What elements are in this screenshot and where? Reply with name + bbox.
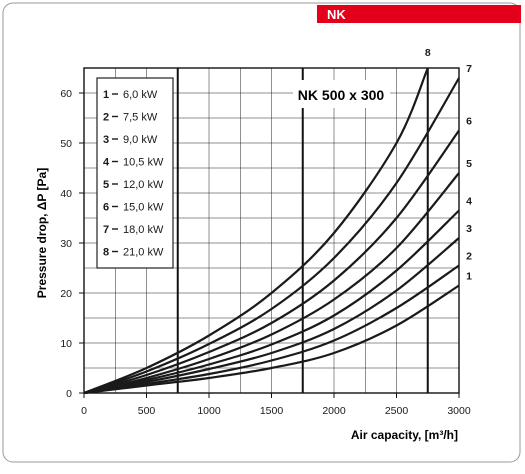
series-end-labels: 1 2 3 4 5 6 7 8: [425, 47, 472, 283]
legend-box: [96, 77, 174, 269]
axes: 0 500 1000 1500 2000 2500 3000 0 10 20 30 40 50 60: [60, 67, 471, 417]
chart-title: NK 500 x 300: [298, 87, 385, 103]
header-tag-label: NK: [327, 7, 346, 22]
y-tick-label: 40: [60, 188, 72, 200]
legend-entry-number: 6: [103, 202, 109, 214]
x-tick-label: 1000: [197, 405, 221, 417]
x-tick-label: 2000: [322, 405, 346, 417]
legend-entry-value: 15,0 kW: [123, 202, 164, 214]
series-end-label: 3: [466, 223, 472, 235]
series-end-label: 7: [466, 63, 472, 75]
legend-entry-number: 4: [103, 157, 110, 169]
series-end-label: 8: [425, 47, 431, 59]
legend-entry-value: 9,0 kW: [123, 134, 158, 146]
x-tick-label: 0: [81, 405, 87, 417]
legend-entry-number: 7: [103, 224, 109, 236]
series-line-1: [83, 284, 460, 395]
series-line-2: [83, 264, 460, 395]
series-end-label: 6: [466, 116, 472, 128]
legend-entry-number: 1: [103, 89, 109, 101]
y-axis-label: Pressure drop, ΔP [Pa]: [35, 168, 49, 298]
x-tick-label: 2500: [385, 405, 409, 417]
legend-entry-number: 2: [103, 112, 109, 124]
series-end-label: 4: [466, 196, 472, 208]
x-tick-label: 500: [138, 405, 156, 417]
series-lines: [83, 67, 460, 395]
header-tag: [317, 5, 521, 23]
series-end-label: 2: [466, 251, 472, 263]
y-tick-label: 0: [66, 388, 72, 400]
legend-entry-value: 18,0 kW: [123, 224, 164, 236]
y-tick-label: 20: [60, 288, 72, 300]
x-axis-label: Air capacity, [m³/h]: [351, 428, 458, 442]
series-end-label: 1: [466, 271, 472, 283]
legend-entry-value: 10,5 kW: [123, 157, 164, 169]
legend-entry-number: 8: [103, 247, 109, 259]
series-line-7: [83, 77, 460, 395]
legend-entry-number: 3: [103, 134, 109, 146]
x-tick-label: 1500: [260, 405, 284, 417]
series-line-8: [83, 67, 429, 395]
legend-entry-value: 21,0 kW: [123, 247, 164, 259]
legend-entry-number: 5: [103, 179, 109, 191]
y-tick-label: 30: [60, 238, 72, 250]
series-line-6: [83, 129, 460, 395]
legend-entry-value: 6,0 kW: [123, 89, 158, 101]
legend-entry-value: 12,0 kW: [123, 179, 164, 191]
series-line-3: [83, 237, 460, 395]
y-tick-label: 50: [60, 138, 72, 150]
series-line-4: [83, 209, 460, 395]
model-title-box: NK 500 x 300: [293, 80, 390, 108]
y-tick-label: 10: [60, 338, 72, 350]
legend: 1 6,0 kW 2 7,5 kW 3 9,0 kW 4 10,5 kW 5 12,0 kW 6 15…: [96, 77, 174, 269]
y-tick-label: 60: [60, 88, 72, 100]
series-line-5: [83, 172, 460, 395]
legend-entry-value: 7,5 kW: [123, 112, 158, 124]
x-tick-label: 3000: [447, 405, 471, 417]
series-end-label: 5: [466, 158, 472, 170]
